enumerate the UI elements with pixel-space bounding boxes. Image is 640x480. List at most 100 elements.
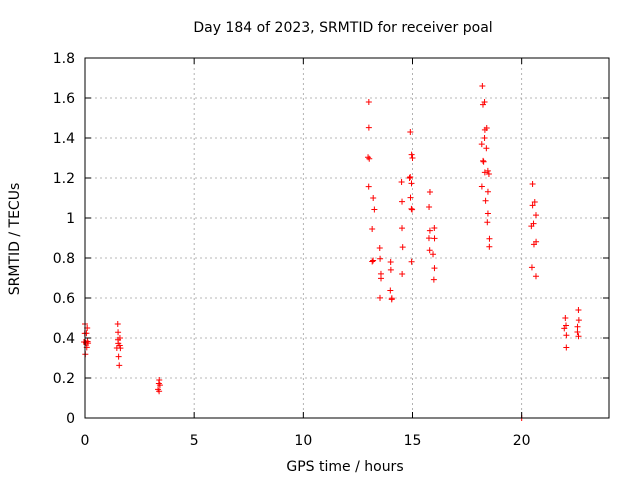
data-point: [377, 255, 384, 262]
y-tick-label: 0.6: [53, 291, 75, 307]
data-point: [116, 335, 123, 341]
data-point: [483, 145, 490, 152]
data-point: [407, 174, 414, 181]
data-point: [156, 382, 163, 389]
data-point: [479, 83, 486, 89]
data-point: [83, 330, 90, 337]
data-point: [562, 315, 569, 321]
data-point: [366, 155, 373, 162]
data-point: [481, 169, 488, 176]
y-tick-label: 1.8: [53, 51, 75, 67]
data-point: [399, 271, 406, 278]
data-point: [408, 180, 415, 187]
data-point: [408, 258, 415, 265]
data-point: [561, 325, 568, 332]
data-point: [426, 204, 433, 211]
data-point: [156, 388, 163, 395]
x-axis-ticks: 0 5 10 15 20: [81, 58, 531, 449]
data-point: [532, 212, 539, 219]
x-tick-label: 10: [294, 433, 312, 449]
data-point: [486, 235, 493, 242]
data-point: [115, 353, 122, 360]
x-tick-label: 0: [81, 433, 90, 449]
data-point: [485, 171, 492, 177]
data-point: [486, 243, 493, 250]
data-point: [371, 206, 378, 213]
data-point: [478, 141, 485, 148]
data-point: [529, 181, 536, 187]
data-point: [430, 251, 437, 258]
data-point: [377, 270, 384, 277]
data-point: [408, 151, 415, 158]
data-point: [387, 287, 394, 294]
data-points: [81, 83, 582, 421]
data-point: [370, 257, 377, 264]
y-tick-label: 0.4: [53, 331, 75, 347]
data-point: [406, 175, 413, 182]
data-point: [480, 157, 487, 164]
data-point: [426, 247, 433, 254]
data-point: [574, 323, 581, 330]
data-point: [376, 245, 383, 251]
y-axis-label: SRMTID / TECUs: [7, 183, 23, 296]
data-point: [409, 206, 416, 213]
data-point: [399, 198, 406, 205]
data-point: [387, 266, 394, 273]
grid: [85, 58, 609, 418]
y-tick-label: 1: [66, 211, 75, 227]
data-point: [430, 276, 437, 283]
data-point: [398, 179, 405, 185]
data-point: [387, 259, 394, 265]
data-point: [484, 188, 491, 195]
x-tick-label: 20: [513, 433, 531, 449]
data-point: [377, 294, 384, 301]
data-point: [484, 167, 491, 174]
data-point: [529, 202, 536, 209]
data-point: [575, 317, 582, 324]
y-tick-label: 1.6: [53, 91, 75, 107]
data-point: [388, 295, 395, 302]
y-axis-ticks: 0 0.2 0.4 0.6 0.8 1 1.2 1.4 1.6 1.8: [53, 51, 609, 427]
data-point: [484, 210, 491, 217]
data-point: [528, 264, 535, 271]
x-tick-label: 15: [404, 433, 422, 449]
data-point: [117, 345, 124, 352]
x-axis-label: GPS time / hours: [286, 459, 403, 475]
data-point: [563, 344, 570, 351]
data-point: [407, 194, 414, 201]
data-point: [399, 225, 406, 232]
data-point: [484, 219, 491, 226]
data-point: [426, 189, 433, 195]
data-point: [370, 195, 377, 201]
data-point: [478, 183, 485, 190]
data-point: [425, 235, 432, 242]
data-point: [528, 223, 535, 230]
plot-frame: [84, 57, 610, 419]
data-point: [575, 307, 582, 313]
data-point: [431, 235, 438, 242]
data-point: [563, 332, 570, 339]
data-point: [431, 265, 438, 272]
data-point: [483, 125, 490, 131]
data-point: [481, 134, 488, 141]
data-point: [426, 227, 433, 234]
y-tick-label: 0: [66, 411, 75, 427]
data-point: [574, 328, 581, 335]
data-point: [365, 99, 372, 105]
data-point: [532, 273, 539, 280]
data-point: [369, 258, 376, 265]
data-point: [407, 129, 414, 135]
data-point: [365, 154, 372, 161]
data-point: [116, 342, 123, 349]
data-point: [481, 99, 488, 105]
y-tick-label: 0.2: [53, 371, 75, 387]
data-point: [116, 362, 123, 369]
data-point: [85, 340, 92, 347]
data-point: [365, 183, 372, 190]
data-point: [115, 329, 122, 336]
x-tick-label: 5: [190, 433, 199, 449]
data-point: [530, 241, 537, 248]
data-point: [575, 333, 582, 340]
data-point: [369, 226, 376, 233]
